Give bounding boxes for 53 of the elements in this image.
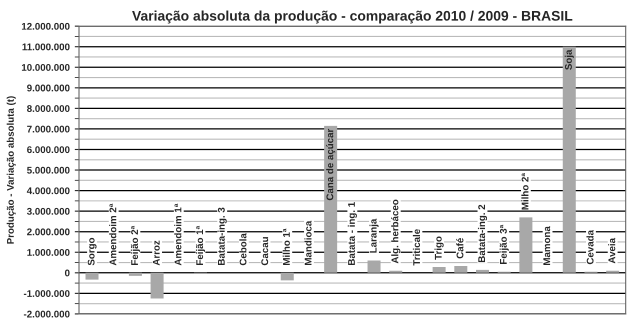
- x-tick-label: Soja: [564, 50, 574, 70]
- bar: [476, 270, 490, 273]
- x-tick-label: Cebola: [239, 233, 246, 266]
- bar: [519, 217, 532, 273]
- x-tick-label: Amendoim 1ª: [174, 204, 182, 266]
- x-tick-label: Feijão 1ª: [196, 226, 206, 265]
- y-tick-label: 5.000.000: [27, 166, 70, 174]
- bar: [432, 267, 446, 273]
- x-tick-label: Trigo: [434, 236, 444, 260]
- x-tick-label: Amendoim 2ª: [109, 204, 116, 266]
- x-tick-label: Batata-ing. 3: [218, 208, 227, 265]
- y-tick-label: 1.000.000: [27, 248, 70, 256]
- bar: [324, 126, 338, 273]
- y-tick-label: 6.000.000: [27, 146, 70, 154]
- y-tick-label: 3.000.000: [26, 208, 70, 215]
- x-tick-label: Mamona: [543, 226, 550, 265]
- x-tick-label: Milho 2ª: [521, 173, 528, 210]
- y-tick-label: 12.000.000: [22, 22, 70, 30]
- x-tick-label: Feijão 3ª: [500, 224, 509, 264]
- bar: [562, 46, 576, 273]
- y-tick-label: -2.000.000: [24, 310, 70, 318]
- x-tick-label: Sorgo: [88, 238, 97, 266]
- y-tick-label: 10.000.000: [22, 64, 70, 71]
- y-tick-label: -1.000.000: [24, 290, 70, 297]
- x-tick-label: Laranja: [370, 218, 379, 253]
- chart-title: Variação absoluta da produção - comparação 2010 / 2009 - BRASIL: [132, 10, 572, 24]
- x-tick-label: Batata - ing. 1: [348, 202, 357, 265]
- y-tick-label: 7.000.000: [27, 126, 70, 133]
- x-tick-label: Triticale: [412, 229, 420, 266]
- x-tick-label: Cana de açúcar: [326, 128, 336, 200]
- x-tick-label: Cacau: [261, 237, 268, 266]
- y-tick-label: 4.000.000: [26, 187, 70, 194]
- y-tick-label: 8.000.000: [27, 105, 70, 112]
- bar: [368, 260, 381, 273]
- y-tick-label: 0: [64, 270, 70, 276]
- y-tick-label: 9.000.000: [27, 84, 70, 92]
- x-tick-label: Milho 1ª: [282, 228, 290, 265]
- x-tick-label: Batata-ing. 2: [478, 204, 488, 262]
- x-tick-label: Cevada: [586, 230, 594, 264]
- y-tick-label: 2.000.000: [27, 228, 70, 236]
- bar: [280, 272, 294, 280]
- y-axis-title: Produção - Variação absoluta (t): [6, 96, 16, 244]
- bar: [454, 266, 468, 273]
- bar: [128, 272, 142, 276]
- x-tick-label: Aveia: [608, 238, 616, 264]
- bar: [86, 272, 99, 280]
- x-tick-label: Arroz: [152, 240, 160, 266]
- bar: [150, 272, 164, 299]
- x-tick-label: Café: [456, 238, 464, 258]
- x-tick-label: Mandioca: [304, 220, 312, 265]
- x-tick-label: Feijão 2ª: [130, 226, 140, 265]
- y-tick-label: 11.000.000: [22, 43, 70, 50]
- x-tick-label: Alg. herbáceo: [391, 200, 400, 264]
